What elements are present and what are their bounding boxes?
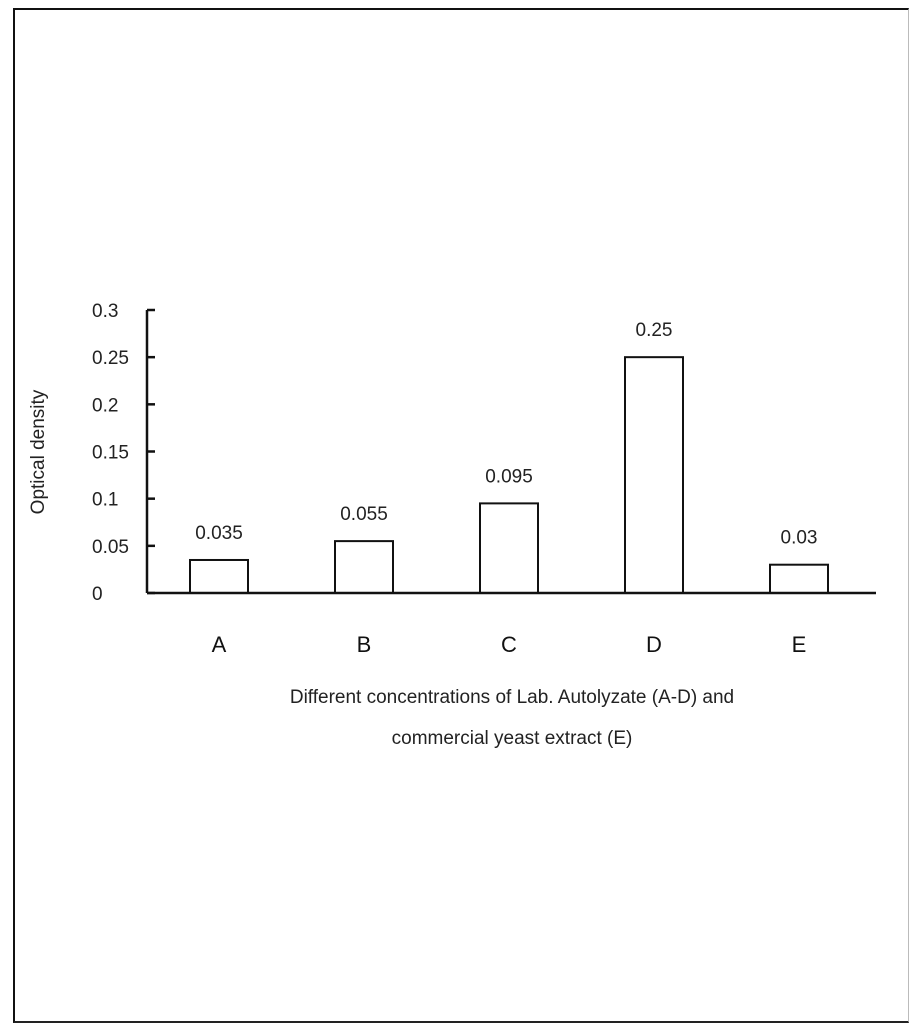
- bar-d: [624, 356, 684, 594]
- data-label-a: 0.035: [195, 523, 243, 544]
- y-tick-label: 0.05: [92, 537, 129, 558]
- category-label-d: D: [646, 632, 662, 657]
- data-label-b: 0.055: [340, 504, 388, 525]
- data-label-c: 0.095: [485, 466, 533, 487]
- y-tick-label: 0.1: [92, 490, 118, 511]
- data-label-e: 0.03: [781, 528, 818, 549]
- y-tick-label: 0.2: [92, 395, 118, 416]
- category-label-c: C: [501, 632, 517, 657]
- x-axis-title-line-1: Different concentrations of Lab. Autolyz…: [290, 687, 734, 708]
- category-label-a: A: [212, 632, 227, 657]
- y-tick-label: 0.15: [92, 443, 129, 464]
- y-tick-label: 0: [92, 584, 103, 605]
- y-tick-label: 0.25: [92, 348, 129, 369]
- y-tick-label: 0.3: [92, 301, 118, 322]
- bar-a: [189, 558, 249, 595]
- x-axis-categories: A B C D E: [212, 632, 807, 657]
- data-label-d: 0.25: [636, 320, 673, 341]
- data-labels: 0.035 0.055 0.095 0.25 0.03: [195, 320, 817, 549]
- figure-frame: [13, 8, 909, 1023]
- bar-c: [479, 502, 539, 594]
- y-axis-title: Optical density: [28, 389, 49, 514]
- y-axis-ticks: 0 0.05 0.1 0.15 0.2 0.25 0.3: [92, 301, 155, 605]
- category-label-b: B: [357, 632, 372, 657]
- x-axis-title-line-2: commercial yeast extract (E): [392, 728, 633, 749]
- bar-b: [334, 540, 394, 594]
- bar-e: [769, 563, 829, 595]
- category-label-e: E: [792, 632, 807, 657]
